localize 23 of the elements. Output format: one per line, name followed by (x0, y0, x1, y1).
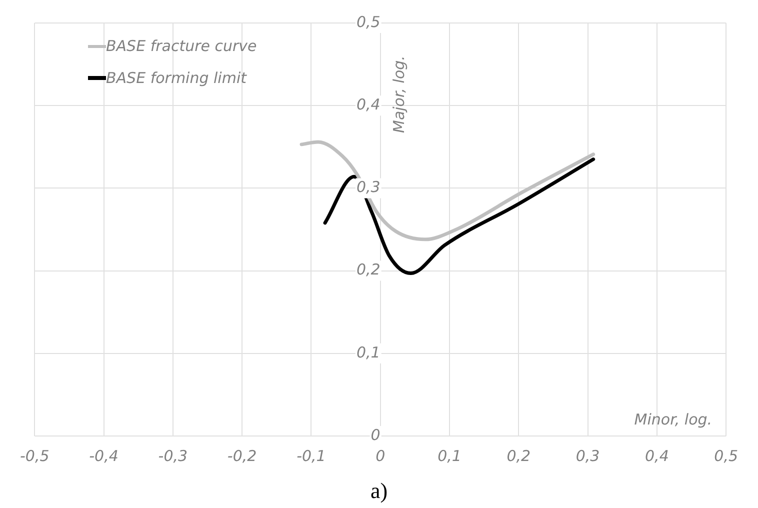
y-tick-label: 0,4 (356, 95, 380, 114)
line-series (323, 158, 596, 276)
x-tick-label: -0,1 (296, 446, 326, 465)
y-tick-label: 0 (370, 426, 380, 444)
y-axis-title: Major, log. (390, 56, 408, 133)
line-series (300, 140, 596, 242)
legend-label: BASE forming limit (106, 69, 247, 87)
legend-label: BASE fracture curve (106, 37, 257, 55)
x-tick-label: 0,4 (645, 446, 669, 465)
x-tick-label: -0,3 (158, 446, 188, 465)
x-tick-label: 0,2 (506, 446, 531, 465)
x-tick-label: -0,4 (89, 446, 118, 465)
y-tick-label: 0,1 (356, 343, 380, 362)
x-tick-label: -0,2 (227, 446, 257, 465)
x-tick-label: 0,5 (714, 446, 738, 465)
x-tick-label: 0,3 (576, 446, 600, 465)
y-tick-label: 0,3 (356, 178, 380, 196)
x-tick-label: 0,1 (438, 446, 462, 465)
y-tick-label: 0,5 (356, 12, 380, 31)
text: a) (369, 478, 389, 504)
y-tick-label: 0,2 (356, 260, 380, 279)
x-tick-label: -0,5 (20, 446, 50, 465)
x-axis-title: Minor, log. (634, 410, 712, 428)
